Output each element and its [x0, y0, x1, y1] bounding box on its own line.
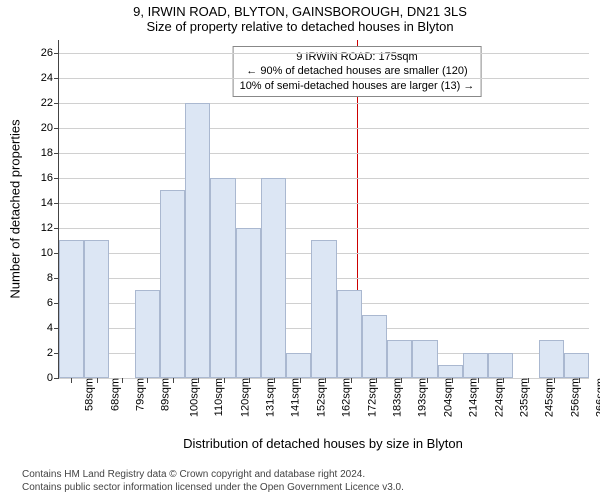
x-tick-mark	[528, 378, 529, 383]
x-tick-label: 120sqm	[235, 378, 251, 417]
y-tick-label: 4	[47, 322, 59, 334]
x-tick-mark	[401, 378, 402, 383]
histogram-bar	[210, 178, 235, 378]
x-tick-mark	[478, 378, 479, 383]
x-tick-mark	[427, 378, 428, 383]
x-tick-mark	[351, 378, 352, 383]
x-tick-label: 152sqm	[311, 378, 327, 417]
gridline	[59, 203, 589, 204]
histogram-bar	[412, 340, 437, 378]
histogram-bar	[564, 353, 589, 378]
x-tick-mark	[300, 378, 301, 383]
histogram-bar	[160, 190, 185, 378]
chart-title-sub: Size of property relative to detached ho…	[0, 19, 600, 34]
x-tick-mark	[376, 378, 377, 383]
chart-root: 9, IRWIN ROAD, BLYTON, GAINSBOROUGH, DN2…	[0, 0, 600, 500]
gridline	[59, 153, 589, 154]
x-tick-mark	[325, 378, 326, 383]
x-tick-label: 172sqm	[362, 378, 378, 417]
y-tick-label: 6	[47, 297, 59, 309]
footer-line-1: Contains public sector information licen…	[22, 482, 404, 495]
x-tick-mark	[198, 378, 199, 383]
x-tick-label: 110sqm	[209, 378, 225, 416]
footer-line-0: Contains HM Land Registry data © Crown c…	[22, 469, 404, 482]
annotation-line-1: ← 90% of detached houses are smaller (12…	[240, 64, 475, 78]
histogram-bar	[286, 353, 311, 378]
histogram-bar	[261, 178, 286, 378]
annotation-line-2: 10% of semi-detached houses are larger (…	[240, 79, 475, 93]
x-tick-label: 193sqm	[413, 378, 429, 417]
x-tick-mark	[71, 378, 72, 383]
histogram-bar	[236, 228, 261, 378]
x-tick-label: 256sqm	[565, 378, 581, 417]
x-tick-mark	[122, 378, 123, 383]
x-tick-mark	[579, 378, 580, 383]
x-tick-mark	[274, 378, 275, 383]
chart-title-main: 9, IRWIN ROAD, BLYTON, GAINSBOROUGH, DN2…	[0, 0, 600, 19]
gridline	[59, 53, 589, 54]
x-tick-label: 235sqm	[515, 378, 531, 417]
x-tick-mark	[452, 378, 453, 383]
gridline	[59, 128, 589, 129]
y-tick-label: 16	[41, 172, 59, 184]
y-tick-label: 8	[47, 272, 59, 284]
y-tick-label: 22	[41, 97, 59, 109]
x-tick-mark	[147, 378, 148, 383]
x-tick-label: 79sqm	[131, 378, 147, 411]
y-tick-label: 26	[41, 47, 59, 59]
x-tick-label: 131sqm	[261, 378, 277, 417]
x-tick-label: 100sqm	[184, 378, 200, 417]
histogram-bar	[488, 353, 513, 378]
y-tick-label: 20	[41, 122, 59, 134]
y-tick-label: 10	[41, 247, 59, 259]
x-tick-label: 224sqm	[489, 378, 505, 417]
histogram-bar	[463, 353, 488, 378]
x-tick-mark	[97, 378, 98, 383]
y-tick-label: 2	[47, 347, 59, 359]
x-tick-label: 204sqm	[438, 378, 454, 417]
histogram-bar	[362, 315, 387, 378]
plot-area: 9 IRWIN ROAD: 175sqm ← 90% of detached h…	[58, 40, 589, 379]
y-tick-label: 18	[41, 147, 59, 159]
footer: Contains HM Land Registry data © Crown c…	[22, 469, 404, 494]
y-tick-label: 12	[41, 222, 59, 234]
histogram-bar	[387, 340, 412, 378]
x-tick-label: 266sqm	[591, 378, 600, 417]
x-tick-mark	[503, 378, 504, 383]
x-axis-title: Distribution of detached houses by size …	[58, 436, 588, 451]
y-tick-label: 14	[41, 197, 59, 209]
gridline	[59, 228, 589, 229]
histogram-bar	[337, 290, 362, 378]
x-tick-label: 162sqm	[337, 378, 353, 417]
y-axis-title: Number of detached properties	[7, 119, 22, 298]
x-tick-label: 68sqm	[105, 378, 121, 411]
y-tick-label: 24	[41, 72, 59, 84]
histogram-bar	[311, 240, 336, 378]
x-tick-mark	[249, 378, 250, 383]
histogram-bar	[539, 340, 564, 378]
histogram-bar	[84, 240, 109, 378]
histogram-bar	[438, 365, 463, 378]
gridline	[59, 78, 589, 79]
gridline	[59, 178, 589, 179]
x-tick-mark	[224, 378, 225, 383]
histogram-bar	[59, 240, 84, 378]
gridline	[59, 103, 589, 104]
x-tick-label: 89sqm	[156, 378, 172, 411]
x-tick-label: 214sqm	[464, 378, 480, 417]
x-tick-label: 141sqm	[286, 378, 302, 417]
histogram-bar	[135, 290, 160, 378]
histogram-bar	[185, 103, 210, 378]
x-tick-label: 58sqm	[80, 378, 96, 411]
x-tick-label: 245sqm	[540, 378, 556, 417]
x-tick-label: 183sqm	[388, 378, 404, 417]
x-tick-mark	[554, 378, 555, 383]
y-tick-label: 0	[47, 372, 59, 384]
annotation-box: 9 IRWIN ROAD: 175sqm ← 90% of detached h…	[233, 46, 482, 97]
x-tick-mark	[173, 378, 174, 383]
